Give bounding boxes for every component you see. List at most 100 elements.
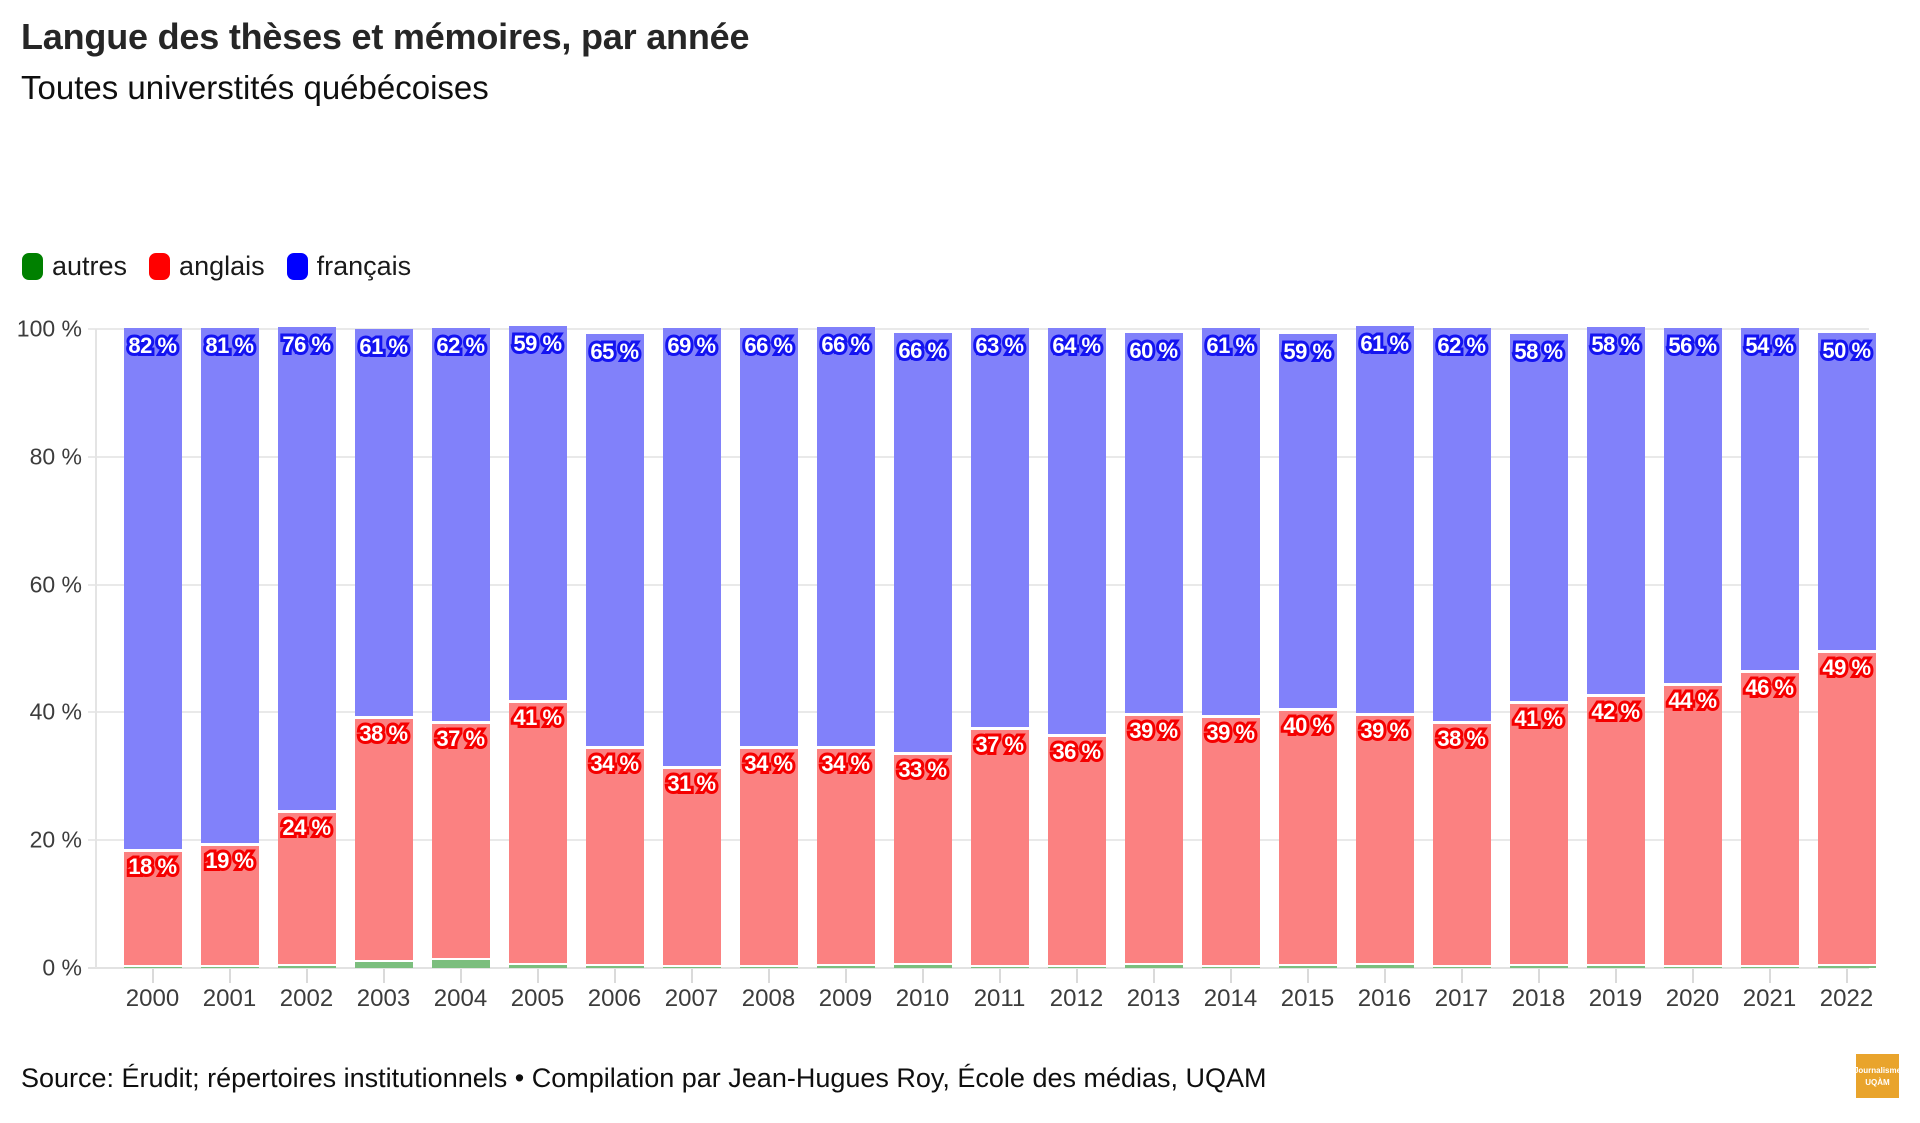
segment-anglais-2014: 39 % — [1192, 717, 1270, 968]
value-label-anglais-2008: 34 % — [730, 751, 808, 777]
segment-anglais-2009: 34 % — [807, 749, 885, 967]
x-tick-label-2005: 2005 — [510, 985, 565, 1012]
segment-autres-2006 — [585, 966, 644, 968]
value-label-francais-2004: 62 % — [422, 333, 500, 359]
segment-francais-2007: 69 % — [653, 327, 731, 769]
segment-francais-2022: 50 % — [1808, 333, 1886, 653]
segment-autres-2020 — [1663, 966, 1722, 968]
x-tick-2011 — [998, 969, 1001, 983]
segment-francais-2008: 66 % — [730, 327, 808, 750]
segment-autres-2018 — [1509, 966, 1568, 968]
y-tick-label-60: 60 % — [29, 571, 82, 598]
x-tick-label-2011: 2011 — [973, 985, 1026, 1012]
segment-anglais-2005: 41 % — [499, 702, 577, 965]
segment-autres-2005 — [508, 964, 567, 968]
value-label-francais-2021: 54 % — [1731, 333, 1809, 359]
segment-anglais-2015: 40 % — [1269, 710, 1347, 967]
bar-group-2019: 58 % 42 % 2019 — [1577, 326, 1655, 1012]
value-label-anglais-2015: 40 % — [1269, 713, 1347, 739]
segment-autres-2013 — [1124, 965, 1183, 968]
segment-autres-2000 — [123, 966, 182, 968]
segment-francais-2004: 62 % — [422, 327, 500, 724]
legend-item-autres: autres — [22, 251, 127, 282]
segment-anglais-2003: 38 % — [345, 718, 423, 962]
x-tick-2008 — [767, 969, 770, 983]
x-tick-label-2008: 2008 — [741, 985, 796, 1012]
y-tick-label-40: 40 % — [29, 698, 82, 725]
segment-francais-2012: 64 % — [1038, 327, 1116, 737]
segment-francais-2018: 58 % — [1500, 333, 1578, 705]
segment-anglais-2010: 33 % — [884, 754, 962, 966]
x-tick-2006 — [613, 969, 616, 983]
bar-group-2010: 66 % 33 % 2010 — [884, 329, 962, 1012]
stacked-bar-2015: 59 % 40 % — [1269, 333, 1347, 968]
segment-anglais-2022: 49 % — [1808, 652, 1886, 967]
segment-anglais-2020: 44 % — [1654, 685, 1732, 967]
x-tick-label-2015: 2015 — [1280, 985, 1335, 1012]
value-label-francais-2017: 62 % — [1423, 333, 1501, 359]
logo-text-journalisme: Journalisme — [1853, 1065, 1902, 1075]
stacked-bar-2022: 50 % 49 % — [1808, 333, 1886, 968]
value-label-francais-2005: 59 % — [499, 331, 577, 357]
value-label-francais-2013: 60 % — [1115, 338, 1193, 364]
value-label-anglais-2013: 39 % — [1115, 718, 1193, 744]
value-label-francais-2015: 59 % — [1269, 339, 1347, 365]
segment-francais-2000: 82 % — [114, 327, 192, 852]
segment-anglais-2021: 46 % — [1731, 672, 1809, 967]
segment-anglais-2002: 24 % — [268, 812, 346, 967]
segment-francais-2017: 62 % — [1423, 327, 1501, 724]
segment-anglais-2018: 41 % — [1500, 704, 1578, 967]
x-tick-label-2014: 2014 — [1203, 985, 1258, 1012]
x-tick-2012 — [1075, 969, 1078, 983]
stacked-bar-2017: 62 % 38 % — [1423, 327, 1501, 968]
legend-swatch-francais — [286, 253, 308, 280]
stacked-bar-2012: 64 % 36 % — [1038, 327, 1116, 968]
value-label-anglais-2020: 44 % — [1654, 688, 1732, 714]
bar-group-2014: 61 % 39 % 2014 — [1192, 328, 1270, 1012]
segment-autres-2016 — [1355, 965, 1414, 968]
value-label-francais-2010: 66 % — [884, 338, 962, 364]
bar-group-2012: 64 % 36 % 2012 — [1038, 327, 1116, 1012]
stacked-bar-2018: 58 % 41 % — [1500, 333, 1578, 968]
bar-group-2020: 56 % 44 % 2020 — [1654, 327, 1732, 1012]
segment-autres-2003 — [354, 961, 413, 968]
segment-autres-2008 — [739, 966, 798, 968]
stacked-bar-2007: 69 % 31 % — [653, 327, 731, 968]
bar-group-2003: 61 % 38 % 2003 — [345, 329, 423, 1012]
stacked-bar-2010: 66 % 33 % — [884, 332, 962, 968]
y-tick-label-0: 0 % — [42, 954, 82, 981]
bar-group-2007: 69 % 31 % 2007 — [653, 327, 731, 1012]
stacked-bar-2003: 61 % 38 % — [345, 329, 423, 968]
segment-autres-2014 — [1201, 967, 1260, 968]
segment-francais-2006: 65 % — [576, 333, 654, 749]
x-tick-label-2020: 2020 — [1665, 985, 1720, 1012]
value-label-anglais-2007: 31 % — [653, 771, 731, 797]
stacked-bar-2021: 54 % 46 % — [1731, 327, 1809, 968]
x-tick-2009 — [844, 969, 847, 983]
segment-francais-2003: 61 % — [345, 329, 423, 719]
x-tick-label-2010: 2010 — [895, 985, 950, 1012]
legend-item-anglais: anglais — [149, 251, 265, 282]
value-label-francais-2009: 66 % — [807, 332, 885, 358]
bar-group-2001: 81 % 19 % 2001 — [191, 328, 269, 1012]
gridline-0 — [88, 967, 1869, 969]
x-tick-2022 — [1845, 969, 1848, 983]
segment-anglais-2001: 19 % — [191, 845, 269, 968]
x-tick-2018 — [1537, 969, 1540, 983]
segment-anglais-2004: 37 % — [422, 723, 500, 961]
segment-francais-2011: 63 % — [961, 327, 1039, 731]
segment-anglais-2011: 37 % — [961, 730, 1039, 967]
segment-francais-2015: 59 % — [1269, 333, 1347, 711]
stacked-bar-2009: 66 % 34 % — [807, 327, 885, 968]
value-label-anglais-2019: 42 % — [1577, 699, 1655, 725]
legend-label-francais: français — [316, 251, 412, 281]
value-label-francais-2016: 61 % — [1346, 331, 1424, 357]
x-tick-2001 — [228, 969, 231, 983]
segment-autres-2011 — [970, 966, 1029, 968]
value-label-anglais-2009: 34 % — [807, 751, 885, 777]
bar-group-2002: 76 % 24 % 2002 — [268, 327, 346, 1012]
x-tick-2014 — [1229, 969, 1232, 983]
segment-autres-2007 — [662, 966, 721, 968]
x-tick-2005 — [536, 969, 539, 983]
value-label-anglais-2006: 34 % — [576, 751, 654, 777]
